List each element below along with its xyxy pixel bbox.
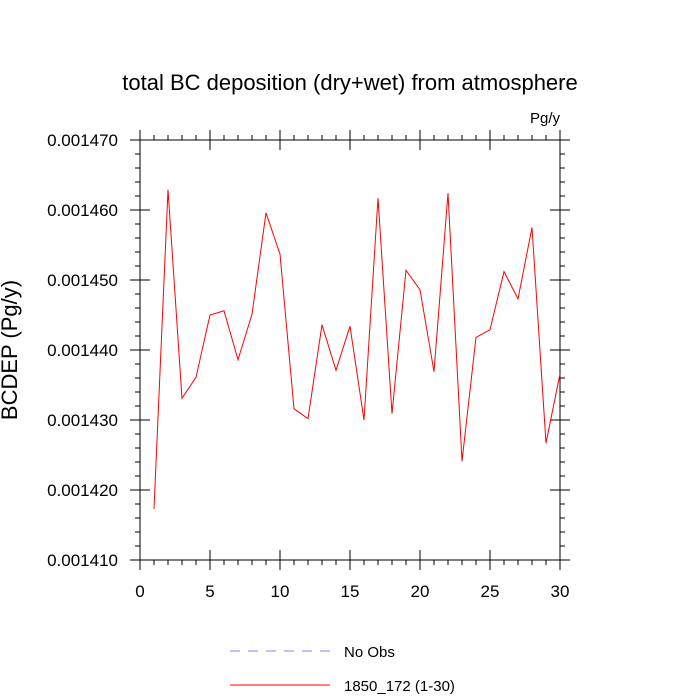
axis-ticks: 0 5 10 15 20 25 30 0.001410 0.001420 0.001430 0.00… xyxy=(47,130,570,601)
x-tick-label: 15 xyxy=(341,582,360,601)
y-axis-label: BCDEP (Pg/y) xyxy=(0,280,22,420)
chart-title: total BC deposition (dry+wet) from atmos… xyxy=(122,70,577,95)
y-tick-label: 0.001470 xyxy=(47,131,118,150)
x-tick-label: 5 xyxy=(205,582,214,601)
y-tick-label: 0.001460 xyxy=(47,201,118,220)
legend-label: No Obs xyxy=(344,644,395,661)
x-tick-label: 10 xyxy=(271,582,290,601)
series-layer xyxy=(153,189,561,509)
y-tick-label: 0.001430 xyxy=(47,411,118,430)
y-tick-label: 0.001450 xyxy=(47,271,118,290)
y-tick-label: 0.001440 xyxy=(47,341,118,360)
series-line xyxy=(153,189,561,509)
y-tick-label: 0.001420 xyxy=(47,481,118,500)
plot-frame xyxy=(139,139,561,561)
legend-label: 1850_172 (1-30) xyxy=(344,678,455,695)
units-label: Pg/y xyxy=(530,110,561,127)
y-tick-label: 0.001410 xyxy=(47,551,118,570)
x-tick-label: 0 xyxy=(135,582,144,601)
x-tick-label: 30 xyxy=(551,582,570,601)
x-tick-label: 20 xyxy=(411,582,430,601)
legend: No Obs 1850_172 (1-30) xyxy=(230,644,455,695)
x-tick-label: 25 xyxy=(481,582,500,601)
